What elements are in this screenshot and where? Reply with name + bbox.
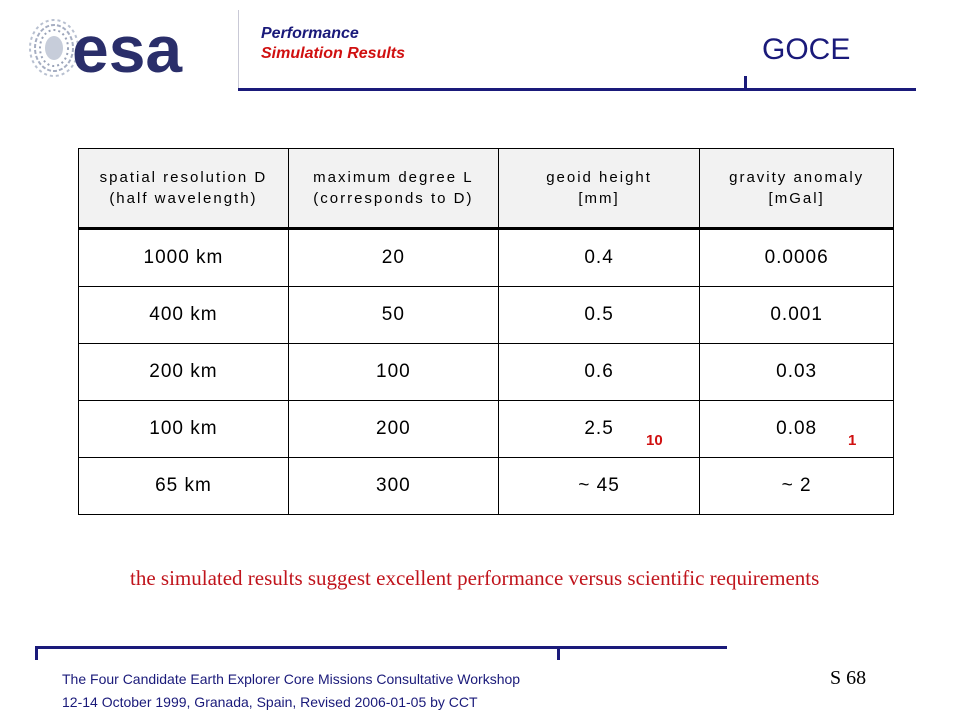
footer-text: The Four Candidate Earth Explorer Core M…: [62, 668, 520, 714]
esa-logo-text: esa: [72, 12, 183, 86]
cell-geoid: 2.5: [497, 400, 701, 458]
cell-degree: 50: [287, 286, 499, 344]
cell-geoid: 0.5: [497, 286, 701, 344]
header-cell-gravity: gravity anomaly [mGal]: [699, 148, 894, 229]
table-header-row: spatial resolution D (half wavelength) m…: [78, 148, 894, 229]
cell-resolution: 1000 km: [78, 227, 289, 287]
footer-rule-tick-left: [35, 646, 38, 660]
cell-geoid: 0.4: [497, 227, 701, 287]
footer-line-2: 12-14 October 1999, Granada, Spain, Revi…: [62, 694, 478, 710]
cell-resolution: 400 km: [78, 286, 289, 344]
footer-rule: [35, 646, 727, 649]
table-row: 65 km 300 ~ 45 ~ 2: [78, 457, 894, 515]
cell-geoid: ~ 45: [497, 457, 701, 515]
esa-logo: esa: [29, 12, 183, 86]
cell-resolution: 200 km: [78, 343, 289, 401]
header-rule: [238, 88, 916, 91]
cell-gravity: 0.001: [699, 286, 894, 344]
esa-swirl-icon: [29, 19, 79, 77]
header-cell-resolution: spatial resolution D (half wavelength): [78, 148, 289, 229]
cell-gravity: 0.03: [699, 343, 894, 401]
header-rule-tick: [744, 76, 747, 88]
cell-degree: 20: [287, 227, 499, 287]
section-title: Performance: [261, 25, 359, 42]
table-row: 400 km 50 0.5 0.001: [78, 286, 894, 344]
cell-degree: 300: [287, 457, 499, 515]
table-row: 100 km 200 2.5 0.08: [78, 400, 894, 458]
footer-rule-tick-right: [557, 646, 560, 660]
cell-degree: 100: [287, 343, 499, 401]
gravity-requirement: 1: [848, 432, 857, 449]
table-row: 200 km 100 0.6 0.03: [78, 343, 894, 401]
cell-gravity: 0.08: [699, 400, 894, 458]
cell-resolution: 100 km: [78, 400, 289, 458]
subsection-title: Simulation Results: [261, 45, 406, 62]
cell-resolution: 65 km: [78, 457, 289, 515]
geoid-requirement: 10: [646, 432, 663, 449]
cell-gravity: ~ 2: [699, 457, 894, 515]
mission-title: GOCE: [762, 33, 851, 66]
header-cell-degree: maximum degree L (corresponds to D): [287, 148, 499, 229]
table-row: 1000 km 20 0.4 0.0006: [78, 227, 894, 287]
cell-degree: 200: [287, 400, 499, 458]
performance-table: spatial resolution D (half wavelength) m…: [78, 148, 894, 515]
slide-number: S 68: [830, 667, 867, 689]
footer-line-1: The Four Candidate Earth Explorer Core M…: [62, 671, 521, 687]
header-cell-geoid: geoid height [mm]: [497, 148, 701, 229]
cell-geoid: 0.6: [497, 343, 701, 401]
header-subtitle: Performance Simulation Results: [261, 24, 405, 64]
cell-gravity: 0.0006: [699, 227, 894, 287]
conclusion-text: the simulated results suggest excellent …: [130, 566, 820, 590]
header-separator: [238, 10, 239, 88]
